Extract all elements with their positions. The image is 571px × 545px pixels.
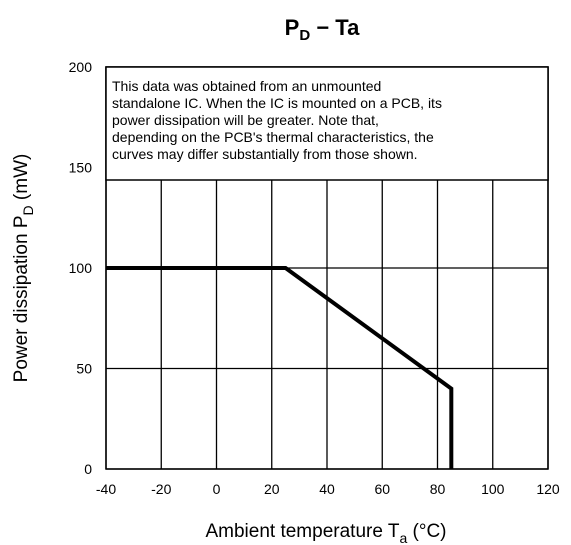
ylabel-main: Power dissipation P: [11, 215, 32, 382]
note-line: This data was obtained from an unmounted: [112, 78, 381, 94]
x-tick-label: -40: [96, 481, 116, 497]
y-tick-label: 200: [69, 59, 93, 75]
x-tick-label: 100: [481, 481, 505, 497]
y-tick-label: 100: [69, 260, 93, 276]
title-rest: − Ta: [310, 15, 360, 40]
note-box: This data was obtained from an unmounted…: [105, 66, 549, 181]
xlabel-main: Ambient temperature T: [205, 521, 399, 542]
note-line: depending on the PCB's thermal character…: [112, 129, 434, 145]
note-line: standalone IC. When the IC is mounted on…: [112, 95, 442, 111]
x-tick-label: -20: [151, 481, 171, 497]
y-axis-label: Power dissipation PD (mW): [11, 154, 36, 383]
x-tick-label: 20: [264, 481, 280, 497]
x-tick-label: 0: [213, 481, 221, 497]
x-axis-label: Ambient temperature Ta (°C): [205, 521, 446, 545]
x-tick-label: 40: [319, 481, 335, 497]
x-tick-label: 120: [536, 481, 560, 497]
tick-labels: -40 -20 0 20 40 60 80 100 120 0 50 100 150 200: [69, 59, 560, 497]
note-line: curves may differ substantially from tho…: [112, 146, 418, 162]
chart-title: PD − Ta: [285, 15, 360, 44]
y-tick-label: 0: [84, 461, 92, 477]
series-layer: [106, 266, 454, 469]
xlabel-rest: (°C): [407, 521, 446, 542]
ylabel-rest: (mW): [11, 154, 32, 206]
title-main: P: [285, 15, 300, 40]
note-line: power dissipation will be greater. Note …: [112, 112, 379, 128]
y-tick-label: 150: [69, 160, 93, 176]
note-box-frame: [105, 66, 549, 181]
title-sub: D: [299, 27, 310, 44]
series-line: [106, 266, 454, 469]
y-tick-label: 50: [76, 361, 92, 377]
x-tick-label: 60: [374, 481, 390, 497]
ylabel-sub: D: [20, 205, 36, 215]
x-tick-label: 80: [430, 481, 446, 497]
xlabel-sub: a: [399, 530, 407, 545]
